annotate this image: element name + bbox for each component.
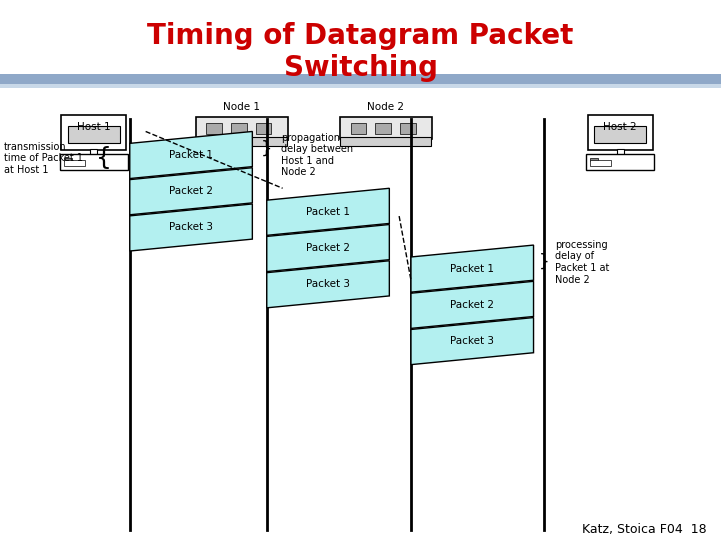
FancyBboxPatch shape <box>196 137 287 146</box>
Text: Packet 2: Packet 2 <box>306 243 350 253</box>
Text: Packet 1: Packet 1 <box>169 150 213 160</box>
Text: Katz, Stoica F04  18: Katz, Stoica F04 18 <box>582 523 707 536</box>
Polygon shape <box>130 131 252 179</box>
FancyBboxPatch shape <box>0 84 721 88</box>
Polygon shape <box>411 318 534 365</box>
FancyBboxPatch shape <box>586 154 654 170</box>
FancyBboxPatch shape <box>68 126 120 143</box>
Text: Packet 3: Packet 3 <box>169 222 213 233</box>
Polygon shape <box>267 225 389 272</box>
FancyBboxPatch shape <box>375 123 391 134</box>
FancyBboxPatch shape <box>61 115 126 150</box>
Text: Packet 3: Packet 3 <box>450 336 495 346</box>
FancyBboxPatch shape <box>90 149 97 155</box>
FancyBboxPatch shape <box>340 117 432 139</box>
Text: Timing of Datagram Packet
Switching: Timing of Datagram Packet Switching <box>147 22 574 82</box>
Polygon shape <box>130 168 252 215</box>
FancyBboxPatch shape <box>231 123 247 134</box>
FancyBboxPatch shape <box>616 149 624 155</box>
FancyBboxPatch shape <box>255 123 271 134</box>
FancyBboxPatch shape <box>590 160 611 166</box>
Text: {: { <box>96 146 112 170</box>
Text: processing
delay of
Packet 1 at
Node 2: processing delay of Packet 1 at Node 2 <box>555 240 609 285</box>
Text: Packet 1: Packet 1 <box>450 263 495 274</box>
FancyBboxPatch shape <box>588 115 653 150</box>
Text: Node 2: Node 2 <box>367 102 404 113</box>
Polygon shape <box>411 245 534 292</box>
Polygon shape <box>267 261 389 308</box>
FancyBboxPatch shape <box>64 158 72 161</box>
Text: Packet 1: Packet 1 <box>306 207 350 217</box>
Text: Packet 2: Packet 2 <box>169 186 213 196</box>
Text: }: } <box>539 253 549 271</box>
Text: Packet 3: Packet 3 <box>306 279 350 289</box>
Text: Node 1: Node 1 <box>223 102 260 113</box>
Polygon shape <box>267 188 389 235</box>
Text: propagation
delay between
Host 1 and
Node 2: propagation delay between Host 1 and Nod… <box>281 133 353 177</box>
FancyBboxPatch shape <box>350 123 366 134</box>
Text: Packet 2: Packet 2 <box>450 300 495 310</box>
FancyBboxPatch shape <box>64 160 85 166</box>
FancyBboxPatch shape <box>195 117 288 139</box>
Text: Host 1: Host 1 <box>77 122 110 131</box>
Polygon shape <box>130 204 252 251</box>
FancyBboxPatch shape <box>594 126 646 143</box>
FancyBboxPatch shape <box>0 74 721 84</box>
FancyBboxPatch shape <box>399 123 415 134</box>
Polygon shape <box>411 281 534 328</box>
FancyBboxPatch shape <box>340 137 431 146</box>
Text: Host 2: Host 2 <box>603 122 637 131</box>
Text: transmission
time of Packet 1
at Host 1: transmission time of Packet 1 at Host 1 <box>4 142 83 175</box>
Text: }: } <box>261 140 273 158</box>
FancyBboxPatch shape <box>206 123 222 134</box>
FancyBboxPatch shape <box>590 158 598 161</box>
FancyBboxPatch shape <box>60 154 128 170</box>
